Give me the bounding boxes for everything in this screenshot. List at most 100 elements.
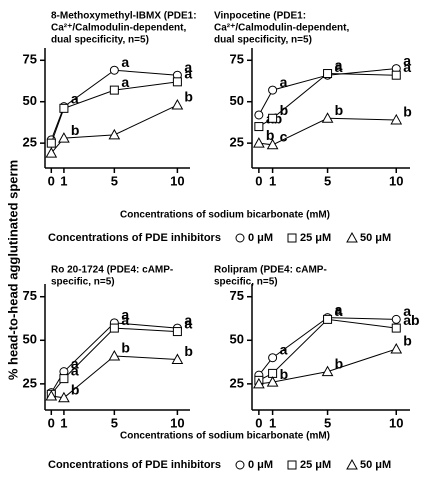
significance-letter: b: [280, 102, 289, 118]
marker: [58, 391, 70, 403]
x-tick-label: 10: [170, 173, 184, 188]
chart-title: dual specificity, n=5): [51, 35, 149, 46]
chart-title: Vinpocetine (PDE1:: [214, 11, 306, 22]
legend-title: Concentrations of PDE inhibitors: [48, 232, 221, 244]
chart-title: Ro 20-1724 (PDE4: cAMP-: [51, 265, 173, 276]
series-line: [258, 317, 397, 376]
significance-letter: a: [184, 59, 192, 75]
x-tick-label: 5: [111, 173, 118, 188]
marker: [109, 65, 119, 75]
chart-title: Ca²⁺/Calmodulin-dependent,: [214, 23, 350, 34]
marker: [253, 137, 265, 148]
chart-title: 8-Methoxymethyl-IBMX (PDE1:: [51, 11, 197, 22]
significance-letter: b: [403, 104, 412, 120]
x-tick-label: 0: [48, 173, 55, 188]
x-tick-label: 1: [269, 173, 276, 188]
y-tick-label: 75: [230, 288, 244, 303]
marker: [254, 122, 264, 132]
legend-label: 0 μM: [248, 459, 273, 471]
marker: [323, 314, 333, 324]
significance-letter: ab: [403, 312, 419, 328]
significance-letter: b: [71, 382, 80, 398]
significance-letter: a: [403, 303, 411, 319]
marker: [391, 70, 401, 80]
x-tick-label: 10: [170, 415, 184, 430]
significance-letter: a: [280, 74, 288, 90]
marker: [108, 128, 121, 140]
significance-letter: a: [71, 355, 79, 371]
marker: [266, 376, 279, 387]
marker: [254, 110, 264, 120]
x-tick-label: 10: [389, 415, 403, 430]
legend-label: 50 μM: [360, 232, 391, 244]
y-tick-label: 75: [23, 52, 37, 67]
x-tick-label: 1: [269, 415, 276, 430]
series-line: [258, 73, 397, 127]
significance-letter: a: [184, 66, 192, 82]
significance-letter: b: [184, 343, 193, 359]
significance-letter: a: [71, 90, 79, 106]
y-tick-label: 25: [23, 135, 37, 150]
marker: [323, 69, 333, 79]
marker: [172, 77, 182, 87]
marker: [268, 353, 278, 363]
marker: [268, 113, 278, 123]
marker: [390, 113, 403, 125]
series-line: [50, 69, 178, 141]
significance-letter: a: [335, 57, 343, 73]
marker: [287, 233, 297, 243]
significance-letter: b: [403, 333, 412, 349]
chart-title: specific, n=5): [214, 277, 278, 288]
y-axis-label: % head-to-head agglutinated sperm: [5, 160, 20, 380]
marker: [45, 390, 58, 401]
series-line: [50, 327, 178, 395]
legend-label: 25 μM: [300, 459, 331, 471]
marker: [346, 231, 358, 243]
series-line: [50, 322, 178, 393]
marker: [391, 314, 401, 324]
chart-title: Rolipram (PDE4: cAMP-: [214, 265, 327, 276]
legend-title: Concentrations of PDE inhibitors: [48, 459, 221, 471]
marker: [45, 147, 58, 158]
series-line: [51, 355, 178, 399]
x-tick-label: 10: [389, 173, 403, 188]
marker: [171, 353, 184, 364]
y-tick-label: 50: [23, 332, 37, 347]
significance-letter: a: [280, 341, 288, 357]
x-tick-label: 0: [48, 415, 55, 430]
x-tick-label: 5: [324, 173, 331, 188]
marker: [59, 374, 69, 384]
series-line: [50, 104, 178, 154]
series-line: [50, 81, 178, 144]
significance-letter: b: [71, 122, 80, 138]
significance-letter: b: [266, 127, 275, 143]
significance-letter: a: [403, 52, 411, 68]
marker: [59, 103, 69, 113]
x-axis-label: Concentrations of sodium bicarbonate (mM…: [120, 210, 330, 221]
significance-letter: a: [335, 301, 343, 317]
marker: [58, 132, 70, 143]
significance-letter: b: [280, 366, 289, 382]
significance-letter: a: [121, 312, 129, 328]
significance-letter: b: [121, 340, 130, 356]
marker: [390, 342, 403, 354]
marker: [109, 323, 119, 333]
marker: [346, 458, 358, 470]
legend-label: 50 μM: [360, 459, 391, 471]
y-tick-label: 50: [230, 93, 244, 108]
chart-title: specific, n=5): [51, 277, 115, 288]
significance-letter: c: [280, 129, 288, 145]
significance-letter: a: [121, 74, 129, 90]
x-tick-label: 0: [255, 173, 262, 188]
y-tick-label: 75: [23, 288, 37, 303]
y-tick-label: 25: [230, 135, 244, 150]
y-tick-label: 50: [230, 332, 244, 347]
legend-label: 25 μM: [300, 232, 331, 244]
marker: [172, 327, 182, 337]
x-tick-label: 1: [60, 415, 67, 430]
y-tick-label: 25: [230, 375, 244, 390]
marker: [109, 85, 119, 95]
series-line: [258, 348, 397, 385]
marker: [235, 233, 245, 243]
